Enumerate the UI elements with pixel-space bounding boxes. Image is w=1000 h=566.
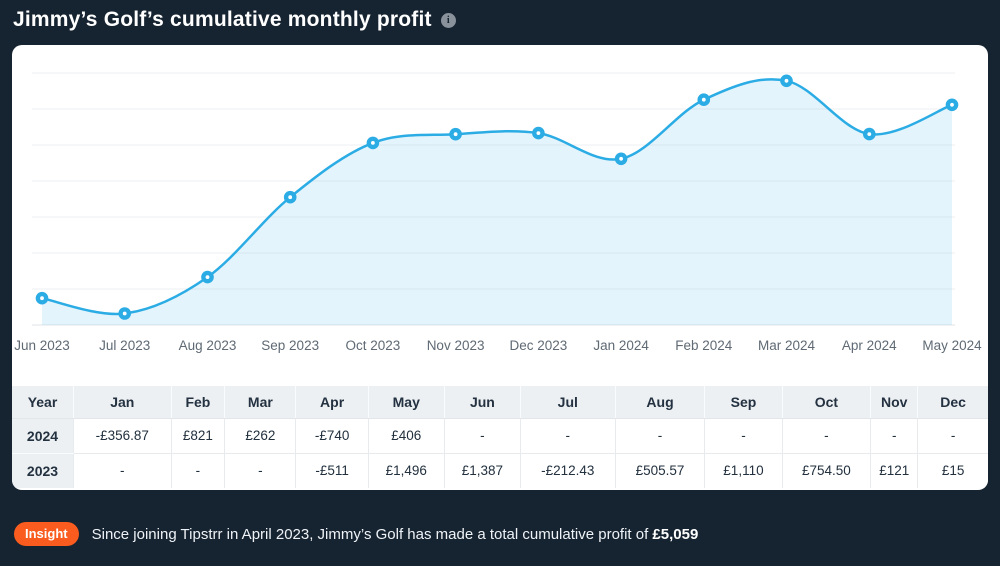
insight-badge: Insight xyxy=(14,522,79,546)
table-cell: £1,387 xyxy=(443,452,521,488)
table-header-cell: Aug xyxy=(615,386,706,419)
x-axis-label: Jul 2023 xyxy=(99,338,150,353)
table-cell: - xyxy=(917,417,988,454)
chart-point[interactable] xyxy=(118,307,131,320)
table-cell: -£740 xyxy=(295,417,369,454)
table-cell: £15 xyxy=(917,452,988,488)
table-cell: - xyxy=(72,452,172,488)
table-cell: £754.50 xyxy=(781,452,872,488)
chart-point[interactable] xyxy=(697,93,711,106)
chart-point-core xyxy=(288,195,293,200)
chart-point-core xyxy=(371,141,375,145)
table-cell: - xyxy=(519,417,616,454)
insight-text-body: Since joining Tipstrr in April 2023, Jim… xyxy=(91,525,653,543)
table-cell: -£356.87 xyxy=(72,417,172,454)
x-axis-label: Nov 2023 xyxy=(427,338,485,353)
chart-point[interactable] xyxy=(283,190,297,204)
year-cell: 2023 xyxy=(12,453,74,488)
table-cell: £121 xyxy=(870,452,919,488)
table-header-cell: Dec xyxy=(917,386,988,419)
table-header-cell: Sep xyxy=(704,386,783,419)
chart-point[interactable] xyxy=(366,136,380,150)
table-cell: £406 xyxy=(367,417,445,454)
cumulative-profit-chart: Jun 2023 Jul 2023 Aug 2023 Sep 2023 Oct 2023… xyxy=(14,72,982,353)
chart-point-core xyxy=(867,132,872,136)
page-header: Jimmy’s Golf’s cumulative monthly profit… xyxy=(0,0,1000,45)
x-axis-label: Mar 2024 xyxy=(758,338,816,353)
table-cell: - xyxy=(870,417,919,454)
chart-point[interactable] xyxy=(35,291,49,305)
chart-point[interactable] xyxy=(614,152,628,166)
chart-point-core xyxy=(950,102,954,107)
chart-point-core xyxy=(619,156,623,161)
chart-card: Jun 2023 Jul 2023 Aug 2023 Sep 2023 Oct 2023… xyxy=(12,45,988,490)
insight-total: £5,059 xyxy=(652,525,699,543)
chart-point[interactable] xyxy=(532,126,545,140)
table-row-2023: 2023- - - -£511 £1,496 £1,387 -£212.43 £505.57 £… xyxy=(12,452,988,488)
table-header-row: Year Jan Feb Mar Apr May Jun Jul Aug Sep Oct Nov Dec xyxy=(12,386,988,419)
x-axis-label: Jun 2023 xyxy=(14,338,70,353)
insight-bar: Insight Since joining Tipstrr in April 2… xyxy=(14,522,986,546)
table-cell: - xyxy=(170,452,226,488)
chart-point-core xyxy=(205,275,210,279)
table-cell: - xyxy=(614,417,706,454)
chart-point-core xyxy=(122,311,127,316)
chart-point[interactable] xyxy=(945,98,959,112)
x-axis-label: Oct 2023 xyxy=(346,338,401,353)
x-axis-label: Dec 2023 xyxy=(510,338,568,353)
table-cell: - xyxy=(704,417,783,454)
insight-text: Since joining Tipstrr in April 2023, Jim… xyxy=(92,526,699,543)
chart-point-core xyxy=(701,97,706,102)
table-cell: - xyxy=(781,417,872,454)
chart-point-core xyxy=(40,296,44,301)
table-header-cell: Jan xyxy=(73,386,172,419)
chart-point[interactable] xyxy=(863,127,876,141)
x-axis-label: Jan 2024 xyxy=(593,338,649,353)
table-cell: £1,496 xyxy=(367,452,445,488)
table-cell: £1,110 xyxy=(704,452,783,488)
chart-point-core xyxy=(536,131,541,135)
year-cell: 2024 xyxy=(12,418,74,454)
x-axis-label: Aug 2023 xyxy=(179,338,237,353)
info-icon-glyph: i xyxy=(446,14,450,26)
table-header-cell: Feb xyxy=(171,386,226,419)
monthly-profit-table: Year Jan Feb Mar Apr May Jun Jul Aug Sep Oct Nov Dec… xyxy=(12,386,988,488)
table-row-2024: 2024 -£356.87 £821 £262 -£740 £406- - - - - - - xyxy=(12,417,988,454)
table-cell: - xyxy=(443,417,521,454)
table-body: 2024 -£356.87 £821 £262 -£740 £406- - - - - - -2023… xyxy=(12,417,988,488)
table-cell: - xyxy=(224,452,297,488)
table-header-row: Year Jan Feb Mar Apr May Jun Jul Aug Sep Oct Nov Dec xyxy=(12,386,988,419)
chart-point-core xyxy=(784,78,789,83)
chart-point[interactable] xyxy=(201,270,214,284)
table-header-cell: Year xyxy=(12,386,74,419)
x-axis-label: Sep 2023 xyxy=(261,338,319,353)
table-header-cell: Oct xyxy=(782,386,872,419)
x-axis-label: Feb 2024 xyxy=(675,338,733,353)
table-header-cell: Jun xyxy=(444,386,521,419)
table-header-cell: Nov xyxy=(870,386,919,419)
table-header-cell: May xyxy=(368,386,445,419)
x-axis-label: Apr 2024 xyxy=(842,338,897,353)
chart-area xyxy=(42,79,952,325)
table-cell: -£212.43 xyxy=(519,452,616,488)
x-axis-label: May 2024 xyxy=(922,338,982,353)
table-cell: £505.57 xyxy=(614,452,706,488)
chart-point[interactable] xyxy=(449,127,462,141)
table-cell: -£511 xyxy=(295,452,369,488)
page-title: Jimmy’s Golf’s cumulative monthly profit xyxy=(13,8,432,31)
info-icon[interactable]: i xyxy=(440,13,456,28)
table-cell: £262 xyxy=(224,417,297,454)
chart-point-core xyxy=(453,132,458,137)
table-cell: £821 xyxy=(170,417,226,454)
table-header-cell: Jul xyxy=(520,386,616,419)
table-header-cell: Mar xyxy=(224,386,297,419)
chart-point[interactable] xyxy=(780,74,793,88)
table-header-cell: Apr xyxy=(295,386,369,419)
